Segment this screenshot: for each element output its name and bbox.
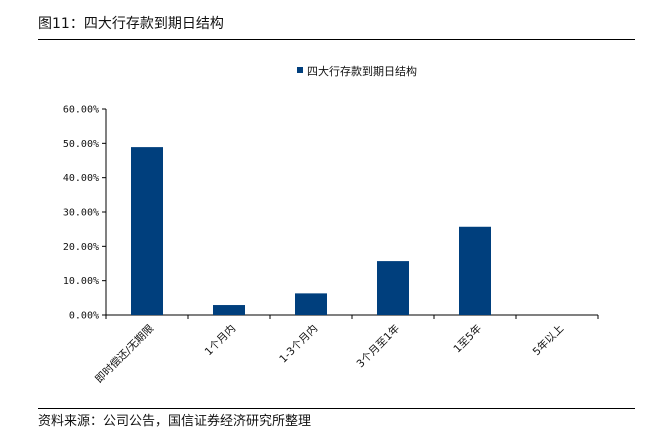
top-divider	[38, 39, 635, 40]
source-note: 资料来源：公司公告，国信证券经济研究所整理	[38, 414, 312, 429]
bar	[377, 261, 409, 315]
x-category-label: 3个月至1年	[354, 322, 402, 370]
bar	[295, 293, 327, 315]
y-tick-label: 30.00%	[63, 208, 99, 219]
x-category-label: 1-3个月内	[277, 322, 321, 366]
y-tick-label: 60.00%	[63, 105, 99, 116]
x-category-label: 1个月内	[202, 322, 238, 358]
y-tick-label: 0.00%	[69, 311, 99, 322]
y-tick-label: 10.00%	[63, 276, 99, 287]
y-tick-label: 50.00%	[63, 139, 99, 150]
x-category-label: 即时偿还/无期限	[92, 322, 156, 386]
legend-swatch	[297, 67, 303, 73]
y-tick-label: 40.00%	[63, 173, 99, 184]
x-category-label: 5年以上	[530, 322, 566, 358]
bar	[131, 147, 163, 315]
y-tick-label: 20.00%	[63, 242, 99, 253]
legend-label: 四大行存款到期日结构	[307, 64, 417, 78]
x-category-label: 1至5年	[451, 322, 484, 355]
figure-title: 图11：四大行存款到期日结构	[38, 16, 224, 32]
bottom-divider	[38, 408, 635, 409]
bar	[213, 305, 245, 315]
plot-area: 0.00% 10.00% 20.00% 30.00% 40.00% 50.00% 60.00…	[63, 105, 599, 386]
bar	[459, 226, 491, 315]
chart-legend: 四大行存款到期日结构	[297, 64, 417, 78]
